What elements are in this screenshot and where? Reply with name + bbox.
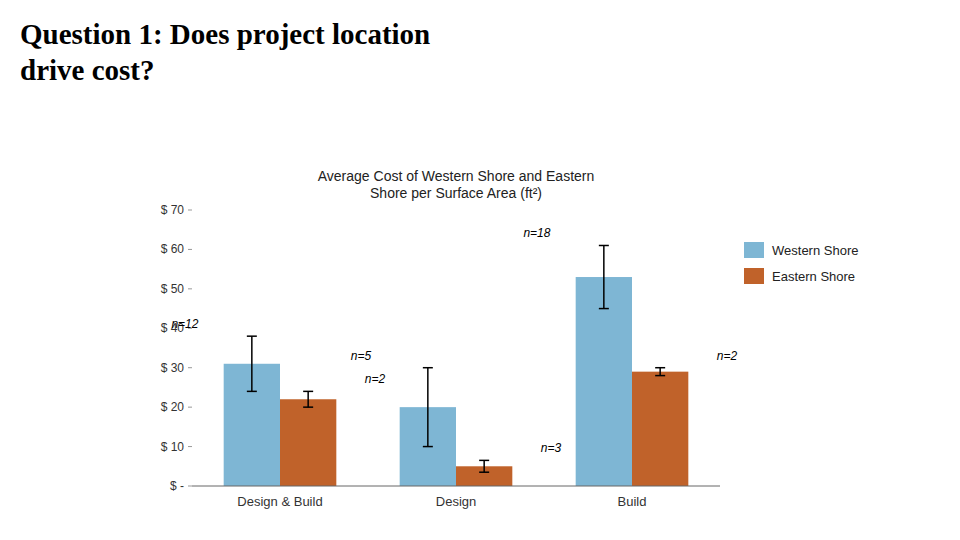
error-cap	[479, 471, 489, 473]
labels: n=12 n=5 n=18 n=2 n=3 n=2	[171, 226, 737, 455]
n-label: n=2	[717, 349, 738, 363]
n-label: n=2	[365, 372, 386, 386]
error-bar	[655, 368, 665, 376]
error-bar	[303, 391, 313, 407]
x-axis-line	[192, 486, 720, 487]
y-tick-label: $ 30	[161, 361, 185, 375]
marks	[224, 245, 689, 486]
error-stem	[251, 336, 253, 391]
error-cap	[423, 446, 433, 448]
error-bar	[247, 336, 257, 391]
legend-label: Western Shore	[772, 243, 858, 258]
y-tick	[188, 249, 192, 250]
error-stem	[427, 368, 429, 447]
error-stem	[307, 391, 309, 407]
n-label: n=5	[351, 349, 372, 363]
legend-swatch	[744, 268, 764, 284]
x-tick-label: Build	[618, 494, 647, 509]
legend-swatch	[744, 242, 764, 258]
error-cap	[655, 367, 665, 369]
y-tick	[188, 486, 192, 487]
error-stem	[659, 368, 661, 376]
x-axis: Design & Build Design Build	[192, 486, 720, 509]
error-cap	[423, 367, 433, 369]
bar	[632, 372, 688, 486]
subtitle-line: Average Cost of Western Shore and Easter…	[318, 168, 595, 184]
title: Question 1: Does project location drive c…	[20, 18, 430, 86]
y-tick	[188, 288, 192, 289]
error-cap	[303, 406, 313, 408]
n-label: n=12	[171, 317, 198, 331]
n-label: n=18	[523, 226, 550, 240]
subtitle-line: Shore per Surface Area (ft²)	[370, 185, 542, 201]
error-cap	[599, 308, 609, 310]
x-tick-label: Design	[436, 494, 476, 509]
page: {"chart_data": { "type": "bar", "title":…	[0, 0, 960, 540]
bar	[280, 399, 336, 486]
legend-label: Eastern Shore	[772, 269, 855, 284]
title-line: Question 1: Does project location	[20, 18, 430, 50]
error-cap	[247, 391, 257, 393]
y-tick	[188, 210, 192, 211]
error-cap	[247, 335, 257, 337]
error-cap	[655, 375, 665, 377]
y-tick	[188, 446, 192, 447]
y-tick-label: $ 60	[161, 242, 185, 256]
error-bar	[479, 460, 489, 472]
error-cap	[479, 460, 489, 462]
error-bar	[423, 368, 433, 447]
error-stem	[603, 245, 605, 308]
error-cap	[599, 245, 609, 247]
x-tick-label: Design & Build	[237, 494, 322, 509]
background	[0, 0, 960, 540]
y-tick-label: $ -	[170, 479, 184, 493]
y-tick-label: $ 70	[161, 203, 185, 217]
n-label: n=3	[541, 441, 562, 455]
y-tick	[188, 407, 192, 408]
subtitle: Average Cost of Western Shore and Easter…	[318, 168, 595, 201]
y-tick	[188, 367, 192, 368]
bar	[576, 277, 632, 486]
title-line: drive cost?	[20, 54, 155, 86]
y-tick-label: $ 20	[161, 400, 185, 414]
y-tick-label: $ 10	[161, 440, 185, 454]
y-tick-label: $ 50	[161, 282, 185, 296]
error-cap	[303, 391, 313, 393]
y-axis: $ -$ 10$ 20$ 30$ 40$ 50$ 60$ 70	[161, 203, 192, 493]
error-bar	[599, 245, 609, 308]
error-stem	[483, 460, 485, 472]
chart: Question 1: Does project location drive c…	[0, 0, 960, 540]
legend: Western Shore Eastern Shore	[744, 242, 858, 284]
